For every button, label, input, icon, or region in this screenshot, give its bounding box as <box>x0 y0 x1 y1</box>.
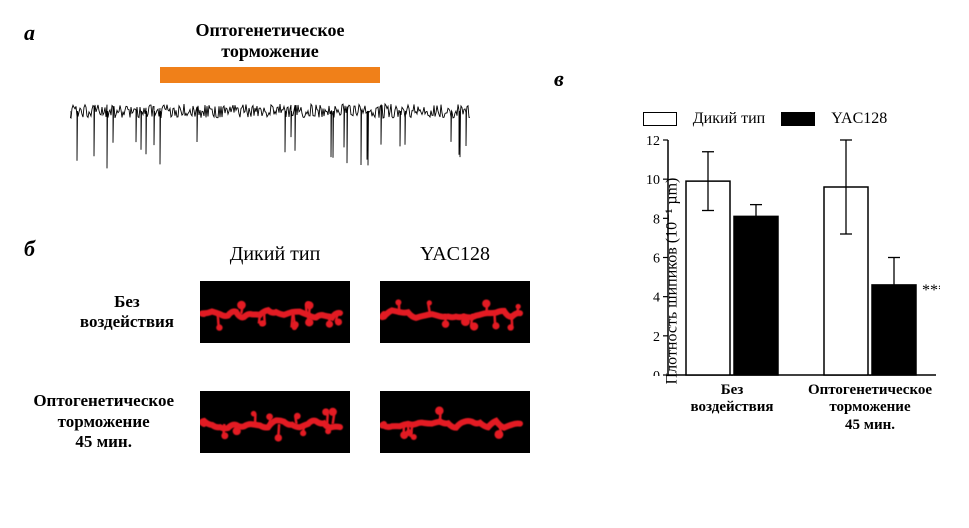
chart-legend: Дикий тип YAC128 <box>580 110 950 128</box>
svg-text:8: 8 <box>653 212 660 227</box>
legend-swatch-wt <box>643 112 677 126</box>
legend-label-yac: YAC128 <box>831 110 887 128</box>
panel-b: Дикий тип YAC128 Без воздействия Оптоген… <box>10 236 550 462</box>
column-header-wt: Дикий тип <box>230 243 321 266</box>
x-group-label-1: Оптогенетическоеторможение45 мин. <box>795 382 945 434</box>
legend-label-wt: Дикий тип <box>693 110 766 128</box>
optogenetic-stimulus-bar <box>160 67 380 83</box>
panel-label-v: в <box>554 66 564 92</box>
title-line1: Оптогенетическое <box>196 20 345 40</box>
x-group-label-0: Безвоздействия <box>657 382 807 417</box>
title-line2: торможение <box>221 41 318 61</box>
bar-chart: Плотность шипиков (10⁻¹ µm) 0 2 4 6 8 10 12 ***… <box>580 136 940 426</box>
svg-text:10: 10 <box>646 173 660 188</box>
panel-v: Дикий тип YAC128 Плотность шипиков (10⁻¹… <box>580 110 950 490</box>
legend-swatch-yac <box>781 112 815 126</box>
row-header-opto: Оптогенетическое торможение 45 мин. <box>33 391 180 452</box>
ephys-trace <box>70 85 470 175</box>
column-header-yac: YAC128 <box>420 243 490 266</box>
svg-text:***: *** <box>922 282 940 299</box>
svg-text:0: 0 <box>653 369 660 376</box>
svg-text:6: 6 <box>653 252 660 267</box>
y-axis-label: Плотность шипиков (10⁻¹ µm) <box>661 178 681 385</box>
optogenetic-inhibition-title: Оптогенетическое торможение <box>60 20 480 61</box>
svg-text:4: 4 <box>653 291 660 306</box>
svg-text:2: 2 <box>653 330 660 345</box>
panel-label-a: а <box>24 20 35 46</box>
micrograph-grid: Дикий тип YAC128 Без воздействия Оптоген… <box>10 236 550 462</box>
micrograph-wt-opto <box>200 391 350 453</box>
svg-text:12: 12 <box>646 136 660 149</box>
row-header-control: Без воздействия <box>80 292 180 333</box>
panel-a: Оптогенетическое торможение <box>60 20 480 190</box>
micrograph-wt-control <box>200 281 350 343</box>
micrograph-yac-control <box>380 281 530 343</box>
micrograph-yac-opto <box>380 391 530 453</box>
